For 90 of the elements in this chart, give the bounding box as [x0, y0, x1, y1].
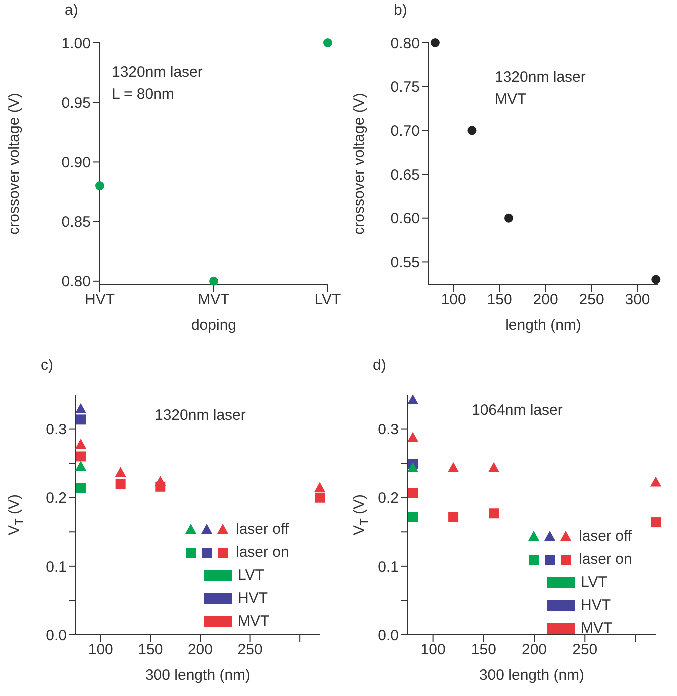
point	[651, 518, 661, 528]
annotation: HVT	[238, 589, 268, 609]
point	[75, 403, 86, 414]
point	[324, 38, 332, 48]
annotation: 1320nm laser	[155, 406, 246, 426]
point	[76, 483, 86, 494]
legend-label: laser off	[579, 527, 632, 547]
x-tick-label: 150	[138, 642, 164, 659]
x-tick-label: HVT	[85, 292, 115, 309]
point	[75, 439, 86, 450]
point	[448, 512, 459, 522]
point	[116, 479, 126, 490]
annotation: MVT	[238, 612, 270, 632]
point	[408, 462, 419, 472]
x-axis-title: 300 length (nm)	[479, 667, 585, 684]
x-axis-title: length (nm)	[506, 317, 582, 334]
chart-title: d)	[373, 357, 386, 374]
y-tick-label: 0.0	[46, 627, 67, 644]
y-tick-label: 0.2	[46, 490, 67, 508]
annotation: MVT	[581, 619, 613, 639]
point	[650, 476, 662, 487]
x-tick-label: 250	[579, 292, 604, 309]
y-tick-label: 0.75	[390, 79, 420, 96]
chart-title: a)	[65, 2, 78, 19]
annotation: MVT	[495, 90, 528, 110]
annotation: HVT	[581, 596, 611, 616]
point	[76, 452, 86, 462]
x-tick-label: 300	[625, 292, 650, 309]
y-tick-label: 0.3	[378, 422, 399, 439]
x-tick-label: 100	[88, 642, 114, 659]
point	[76, 414, 86, 425]
point	[96, 182, 104, 191]
y-tick-label: 1.00	[62, 35, 91, 52]
y-axis-title: crossover voltage (V)	[350, 93, 368, 235]
y-tick-label: 0.55	[390, 254, 420, 272]
chart-title: b)	[394, 2, 408, 19]
y-tick-label: 0.2	[378, 490, 399, 508]
y-tick-label: 0.85	[62, 214, 91, 232]
x-tick-label: 100	[420, 642, 446, 659]
point	[115, 467, 126, 478]
y-tick-label: 0.60	[390, 210, 420, 228]
point	[315, 492, 325, 503]
point	[314, 482, 326, 492]
annotation: 1320nm laser	[112, 63, 203, 83]
x-tick-label: LVT	[314, 292, 342, 309]
annotation: LVT	[238, 566, 264, 586]
y-axis-title: crossover voltage (V)	[6, 93, 22, 235]
legend-label: laser on	[579, 550, 632, 570]
y-tick-label: 0.3	[46, 422, 67, 439]
y-tick-label: 0.70	[390, 123, 420, 140]
point	[155, 476, 166, 486]
annotation: 1320nm laser	[495, 68, 586, 88]
point	[488, 462, 500, 472]
legend-label: laser on	[236, 543, 290, 563]
y-tick-label: 0.90	[62, 154, 91, 172]
point	[448, 462, 460, 472]
legend-label: laser off	[236, 520, 290, 540]
annotation: L = 80nm	[112, 85, 176, 105]
y-tick-label: 0.1	[46, 558, 67, 576]
point	[408, 488, 418, 498]
annotation: LVT	[581, 573, 608, 593]
point	[210, 276, 218, 286]
x-tick-label: 250	[572, 642, 598, 659]
annotation: 1064nm laser	[472, 401, 563, 421]
point	[408, 432, 419, 442]
y-tick-label: 0.0	[378, 627, 399, 644]
y-tick-label: 0.80	[62, 274, 91, 291]
point	[75, 461, 86, 471]
y-tick-label: 0.80	[390, 35, 420, 52]
x-tick-label: 200	[533, 292, 558, 309]
point	[652, 275, 661, 284]
x-axis-title: doping	[191, 317, 237, 334]
point	[468, 126, 477, 136]
point	[504, 214, 514, 223]
x-tick-label: 150	[487, 292, 512, 309]
chart-title: c)	[41, 357, 54, 374]
y-tick-label: 0.65	[390, 166, 420, 184]
point	[408, 512, 418, 522]
x-tick-label: 200	[188, 642, 214, 659]
point	[489, 508, 500, 519]
y-tick-label: 0.1	[378, 558, 399, 576]
x-tick-label: MVT	[198, 292, 230, 309]
x-axis-title: 300 length (nm)	[145, 667, 251, 684]
point	[408, 394, 419, 404]
x-tick-label: 200	[522, 642, 548, 659]
x-tick-label: 100	[441, 292, 466, 309]
point	[430, 38, 440, 48]
y-tick-label: 0.95	[62, 94, 91, 112]
x-tick-label: 250	[238, 642, 263, 659]
x-tick-label: 150	[471, 642, 496, 659]
